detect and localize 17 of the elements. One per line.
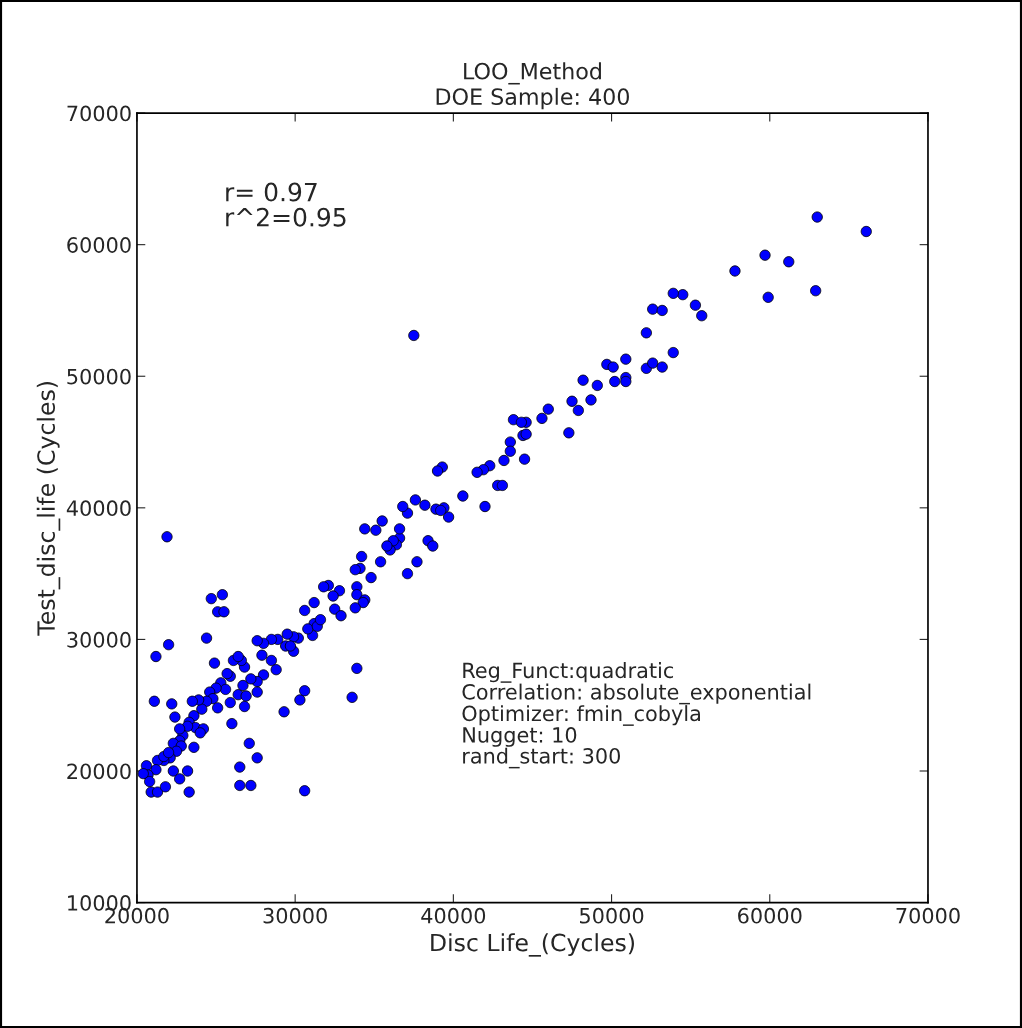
y-tick-label: 30000 (67, 631, 131, 648)
y-tick-label: 60000 (67, 237, 131, 253)
x-axis-title: Disc Life_(Cycles) (431, 933, 634, 957)
annotation: Reg_Funct:quadratic Correlation: absolute_exponential Optimizer: fmin_cobyla Nugget: 10 rand_start: 300 (462, 662, 811, 769)
annotation: r= 0.97 r^2=0.95 (226, 182, 346, 227)
x-tick-label: 40000 (421, 907, 486, 924)
x-tick-label: 30000 (263, 907, 327, 924)
chart-title: LOO_Method (464, 62, 601, 85)
y-axis-title: Test_disc_life (Cycles) (36, 382, 61, 636)
x-tick-label: 70000 (896, 907, 960, 924)
x-tick-label: 50000 (580, 907, 644, 924)
y-tick-label: 70000 (67, 105, 131, 122)
y-tick-label: 20000 (67, 763, 131, 780)
y-tick-label: 40000 (66, 500, 131, 517)
y-tick-label: 50000 (67, 368, 131, 385)
x-tick-label: 60000 (738, 907, 802, 924)
chart-subtitle: DOE Sample: 400 (436, 87, 629, 110)
